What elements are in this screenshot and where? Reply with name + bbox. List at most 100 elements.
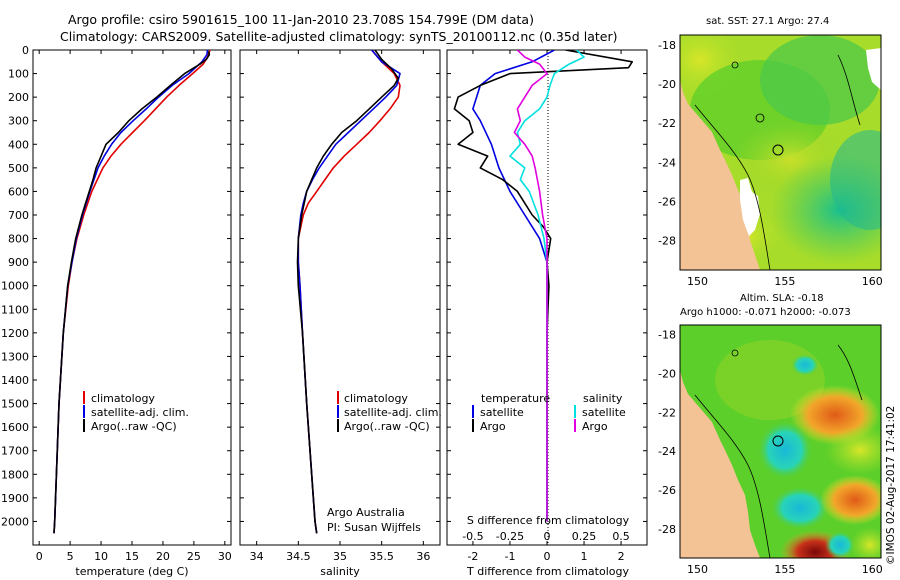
depth-tick-label: 500 <box>8 162 29 175</box>
sst-reef-contour <box>837 54 861 126</box>
sst-map <box>680 35 881 270</box>
temperature-x-tick-label: 25 <box>187 550 201 563</box>
depth-tick-label: 100 <box>8 68 29 81</box>
depth-tick-label: 200 <box>8 91 29 104</box>
sla-bathymetry-contour <box>694 394 771 558</box>
legend-label-satellite: satellite-adj. clim. <box>344 406 442 419</box>
difference-x-tick-label: -2 <box>467 550 478 563</box>
legend-heading-temperature: temperature <box>481 392 550 405</box>
sla-yellow-patch <box>850 527 881 558</box>
sla-cold-eddy <box>825 531 855 558</box>
temperature-xlabel: temperature (deg C) <box>75 565 188 578</box>
sla-map-title: Altim. SLA: -0.18 <box>740 293 824 304</box>
figure-title-line1: Argo profile: csiro 5901615_100 11-Jan-2… <box>68 12 534 27</box>
difference-curves <box>453 50 634 522</box>
salinity-line-climatology <box>297 50 401 534</box>
depth-tick-label: 1400 <box>1 374 29 387</box>
sst-argo-float-marker <box>772 144 784 156</box>
legend-heading-salinity: salinity <box>583 392 623 405</box>
sla-map-lat-tick-label: -20 <box>658 368 676 381</box>
sst-bathymetry-contour <box>694 104 771 270</box>
sst-map-frame <box>679 34 882 271</box>
sst-map-lat-tick-label: -20 <box>658 78 676 91</box>
difference-x-tick-label: -1 <box>504 550 515 563</box>
sla-map-subtitle: Argo h1000: -0.071 h2000: -0.073 <box>680 307 851 318</box>
legend-label-s-argo: Argo <box>582 420 608 433</box>
sst-map-lon-tick-label: 160 <box>862 275 883 288</box>
depth-tick-label: 1700 <box>1 445 29 458</box>
salinity-x-tick-label: 34.5 <box>286 550 311 563</box>
sst-map-lon-tick-label: 150 <box>687 275 708 288</box>
difference-xlabel: T difference from climatology <box>466 565 629 578</box>
depth-tick-label: 1600 <box>1 421 29 434</box>
sst-seamount-contour <box>731 61 739 69</box>
depth-tick-label: 1300 <box>1 350 29 363</box>
sla-map-frame <box>679 324 882 559</box>
salinity-panel-frame <box>239 49 441 546</box>
salinity-line-satellite <box>297 50 401 534</box>
sla-map-lat-tick-label: -26 <box>658 484 676 497</box>
depth-tick-label: 1500 <box>1 398 29 411</box>
depth-tick-label: 600 <box>8 185 29 198</box>
temperature-x-tick-label: 20 <box>156 550 170 563</box>
temperature-line-argo <box>53 51 211 534</box>
legend-label-t-satellite: satellite <box>480 406 524 419</box>
depth-tick-label: 800 <box>8 233 29 246</box>
temperature-x-tick-label: 30 <box>218 550 232 563</box>
pi-label: PI: Susan Wijffels <box>327 521 421 534</box>
depth-tick-label: 2000 <box>1 515 29 528</box>
sla-reef-contour <box>837 344 863 401</box>
difference-top-tick-label: 0 <box>544 530 551 543</box>
depth-tick-label: 1800 <box>1 468 29 481</box>
depth-tick-label: 300 <box>8 115 29 128</box>
temperature-x-tick-label: 15 <box>125 550 139 563</box>
t-diff-line-satellite <box>472 50 555 522</box>
difference-x-tick-label: 0 <box>544 550 551 563</box>
depth-tick-label: 0 <box>22 44 29 57</box>
depth-tick-label: 1900 <box>1 492 29 505</box>
sla-argo-float-marker <box>772 435 784 447</box>
sst-map-lat-tick-label: -18 <box>658 39 676 52</box>
temperature-x-tick-label: 10 <box>94 550 108 563</box>
temperature-x-tick-label: 5 <box>67 550 74 563</box>
salinity-xlabel: salinity <box>320 565 360 578</box>
sst-land-australia <box>680 35 760 270</box>
difference-top-tick-label: -0.25 <box>496 530 524 543</box>
legend-label-satellite: satellite-adj. clim. <box>91 406 189 419</box>
figure-title-line2: Climatology: CARS2009. Satellite-adjuste… <box>60 29 617 44</box>
difference-x-tick-label: 2 <box>618 550 625 563</box>
sla-cold-eddy <box>757 420 813 480</box>
sst-map-lon-tick-label: 155 <box>774 275 795 288</box>
argo-australia-label: Argo Australia <box>327 506 405 519</box>
difference-x-tick-label: 1 <box>581 550 588 563</box>
depth-tick-label: 700 <box>8 209 29 222</box>
temperature-panel-frame <box>32 49 232 546</box>
sst-map-lat-tick-label: -22 <box>658 117 676 130</box>
difference-top-tick-label: 0.5 <box>612 530 630 543</box>
legend-label-s-satellite: satellite <box>582 406 626 419</box>
depth-tick-label: 1200 <box>1 327 29 340</box>
salinity-x-tick-label: 35 <box>333 550 347 563</box>
depth-tick-label: 400 <box>8 138 29 151</box>
salinity-x-tick-label: 34 <box>250 550 264 563</box>
imos-timestamp: ©IMOS 02-Aug-2017 17:41:02 <box>885 405 897 565</box>
depth-tick-label: 1000 <box>1 280 29 293</box>
sst-map-lat-tick-label: -28 <box>658 235 676 248</box>
salinity-x-tick-label: 35.5 <box>369 550 394 563</box>
sst-seamount-contour <box>755 113 765 123</box>
salinity-line-argo <box>296 50 400 534</box>
sst-green-region <box>760 35 880 125</box>
sla-cold-eddy <box>791 354 819 376</box>
sst-cloud-mask <box>866 48 881 90</box>
difference-top-tick-label: 0.25 <box>572 530 597 543</box>
sla-seamount-contour <box>731 349 739 357</box>
sla-map <box>680 325 881 558</box>
depth-tick-label: 900 <box>8 256 29 269</box>
temperature-curves <box>53 50 211 534</box>
salinity-curves <box>296 50 401 534</box>
temperature-line-satellite <box>53 50 209 534</box>
salinity-legend: climatology satellite-adj. clim. Argo(..… <box>337 391 442 433</box>
legend-label-climatology: climatology <box>91 392 155 405</box>
legend-label-argo: Argo(..raw -QC) <box>344 420 430 433</box>
